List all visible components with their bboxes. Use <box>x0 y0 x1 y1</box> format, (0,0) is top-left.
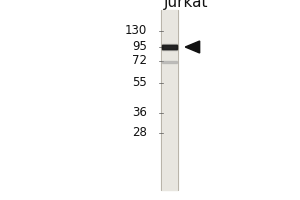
Bar <box>161 44 178 50</box>
Bar <box>162 61 177 63</box>
Bar <box>161 45 178 49</box>
Text: 55: 55 <box>132 76 147 90</box>
Bar <box>161 44 178 50</box>
Polygon shape <box>185 41 200 53</box>
Text: 130: 130 <box>125 24 147 38</box>
Text: 95: 95 <box>132 40 147 53</box>
Text: Jurkat: Jurkat <box>164 0 208 10</box>
Text: 72: 72 <box>132 54 147 68</box>
Bar <box>161 10 178 190</box>
Bar <box>161 45 178 49</box>
Text: 28: 28 <box>132 127 147 140</box>
Text: 36: 36 <box>132 106 147 119</box>
